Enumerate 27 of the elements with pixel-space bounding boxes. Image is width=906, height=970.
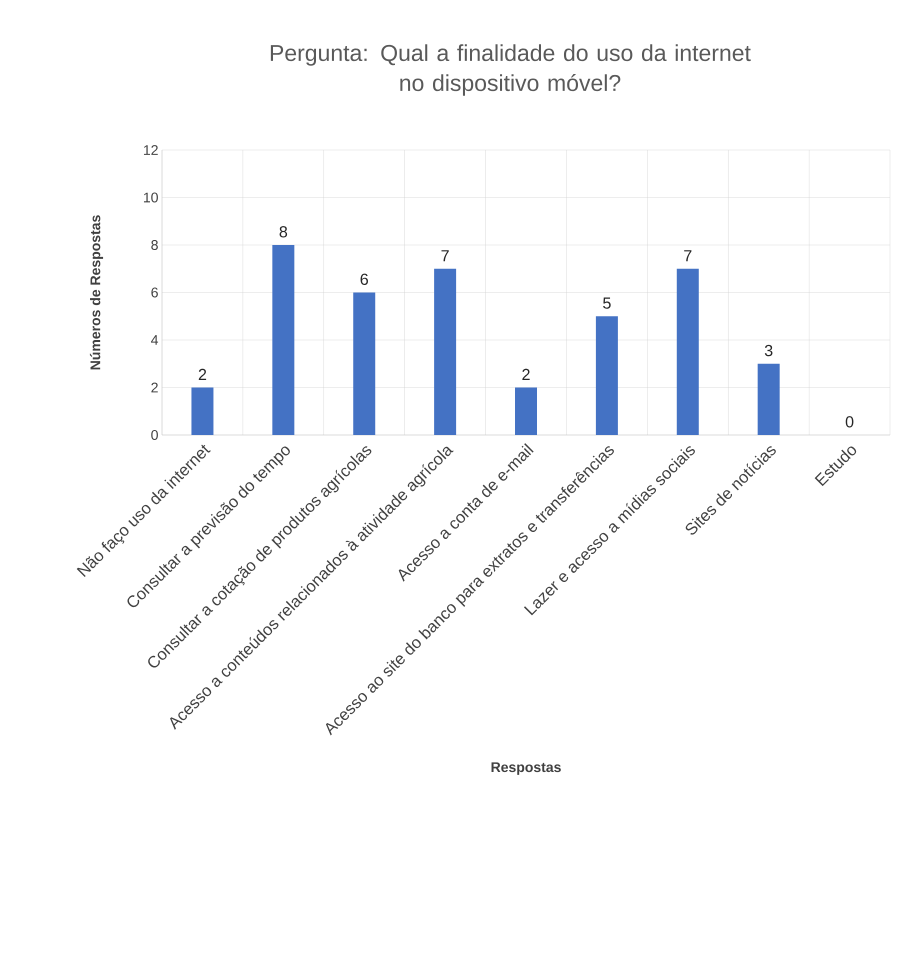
data-label: 7: [684, 250, 692, 262]
y-tick-label: 2: [151, 382, 158, 392]
bar: [596, 316, 618, 435]
bar: [434, 268, 456, 435]
data-label: 2: [522, 368, 530, 380]
data-label: 7: [441, 250, 449, 262]
y-tick-label: 8: [151, 240, 158, 250]
y-tick-label: 12: [144, 145, 158, 155]
data-label: 2: [198, 368, 206, 380]
y-axis-title: Números de Respostas: [90, 215, 104, 370]
bar: [353, 292, 376, 435]
y-tick-label: 10: [144, 192, 158, 202]
bar: [272, 244, 294, 435]
x-axis-title: Respostas: [492, 762, 561, 775]
chart-title: Pergunta: Qual a finalidade do uso da internet no dispositivo móvel?: [270, 44, 751, 96]
y-tick-label: 0: [151, 430, 158, 440]
data-label: 8: [280, 226, 288, 238]
bar: [676, 268, 699, 435]
data-label: 6: [360, 274, 368, 285]
data-label: 3: [764, 344, 772, 356]
data-label: 5: [603, 298, 611, 309]
bar: [191, 387, 214, 435]
bar: [515, 387, 538, 435]
data-label: 0: [846, 416, 854, 428]
y-tick-label: 6: [151, 288, 158, 298]
y-tick-label: 4: [151, 335, 158, 345]
bar: [758, 364, 780, 435]
